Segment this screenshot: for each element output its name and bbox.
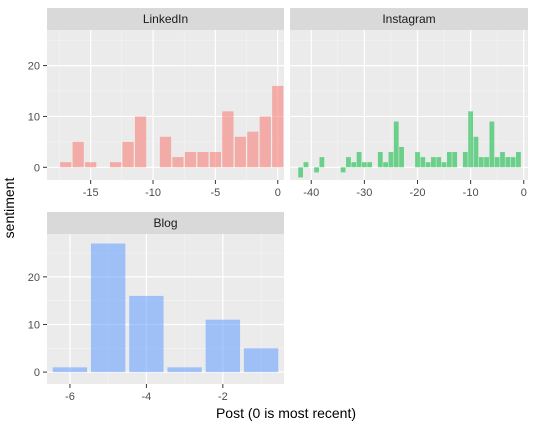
x-tick-label: -6 [65, 391, 75, 403]
bar-blog-5 [243, 348, 279, 373]
bar-instagram-25 [425, 162, 431, 168]
bar-instagram-10 [346, 157, 351, 168]
x-axis-title: Post (0 is most recent) [216, 405, 356, 421]
bar-instagram-29 [446, 152, 452, 168]
bar-blog-2 [129, 295, 164, 373]
bar-instagram-19 [393, 121, 399, 168]
y-tick-label: 10 [28, 111, 40, 123]
strip-label: Instagram [382, 12, 435, 26]
bar-linkedin-11 [184, 152, 197, 168]
bar-instagram-18 [388, 152, 394, 168]
bar-instagram-24 [420, 157, 426, 168]
bar-instagram-41 [510, 157, 516, 168]
bar-instagram-37 [489, 121, 495, 168]
bar-instagram-16 [377, 152, 383, 168]
bar-linkedin-2 [72, 141, 84, 168]
bar-instagram-39 [500, 152, 505, 168]
bar-instagram-2 [303, 162, 309, 168]
x-tick-label: -2 [218, 391, 228, 403]
panel-background [290, 30, 528, 180]
bar-instagram-35 [478, 157, 484, 168]
x-tick-label: 0 [521, 187, 527, 199]
bar-instagram-12 [356, 152, 362, 168]
bar-instagram-42 [516, 152, 521, 168]
bar-instagram-36 [484, 157, 489, 168]
x-tick-label: -5 [211, 187, 221, 199]
bar-linkedin-13 [209, 152, 222, 168]
strip-instagram [290, 8, 528, 30]
bar-instagram-34 [473, 136, 479, 168]
bar-instagram-13 [361, 162, 367, 168]
y-axis-title: sentiment [1, 178, 17, 239]
y-tick-label: 20 [28, 272, 40, 284]
bar-instagram-14 [367, 162, 373, 168]
bar-instagram-9 [340, 167, 346, 173]
x-tick-label: -10 [145, 187, 161, 199]
y-tick-label: 20 [28, 61, 40, 73]
y-tick-label: 0 [34, 162, 40, 174]
bar-instagram-30 [452, 152, 458, 168]
strip-blog [47, 212, 284, 234]
x-tick-label: -40 [303, 187, 319, 199]
bar-blog-0 [52, 367, 88, 373]
bar-linkedin-3 [85, 162, 97, 168]
bar-blog-4 [205, 319, 241, 373]
bar-linkedin-17 [259, 116, 271, 168]
bar-linkedin-18 [272, 85, 284, 168]
bar-linkedin-10 [172, 157, 184, 168]
bar-blog-1 [90, 243, 126, 373]
facet-panel-linkedin: LinkedIn -15 -10 -5 0 0 10 20 [28, 8, 284, 199]
bar-instagram-26 [431, 157, 436, 168]
x-tick-label: -4 [141, 391, 151, 403]
facet-panel-instagram: Instagram -40 -30 -20 -10 0 [290, 8, 528, 199]
bar-linkedin-7 [134, 116, 147, 168]
x-tick-label: -10 [463, 187, 479, 199]
strip-linkedin [47, 8, 284, 30]
bar-instagram-40 [505, 157, 511, 168]
bar-linkedin-16 [247, 131, 259, 168]
bar-linkedin-6 [122, 141, 134, 168]
bar-instagram-20 [399, 146, 404, 168]
bar-blog-3 [167, 367, 202, 373]
x-tick-label: 0 [275, 187, 281, 199]
bar-instagram-33 [468, 111, 474, 168]
x-tick-label: -20 [410, 187, 426, 199]
x-tick-label: -15 [83, 187, 99, 199]
bar-instagram-38 [494, 157, 500, 168]
bar-instagram-5 [319, 157, 325, 168]
bar-instagram-27 [436, 157, 442, 168]
bar-instagram-4 [314, 167, 319, 173]
bar-linkedin-1 [60, 162, 72, 168]
bar-instagram-32 [462, 152, 468, 168]
bar-linkedin-14 [222, 111, 234, 168]
bar-instagram-28 [441, 162, 447, 168]
x-tick-label: -30 [356, 187, 372, 199]
bar-linkedin-5 [109, 162, 122, 168]
strip-label: LinkedIn [143, 12, 188, 26]
bar-linkedin-9 [159, 136, 172, 168]
bar-linkedin-12 [197, 152, 209, 168]
y-tick-label: 0 [34, 367, 40, 379]
bar-instagram-11 [351, 162, 357, 168]
bar-instagram-17 [383, 162, 389, 168]
bar-instagram-23 [415, 152, 420, 168]
bar-instagram-1 [298, 167, 304, 178]
y-tick-label: 10 [28, 319, 40, 331]
bar-linkedin-15 [234, 136, 246, 168]
strip-label: Blog [153, 216, 177, 230]
facet-panel-blog: Blog -6 -4 -2 0 10 20 [28, 212, 284, 403]
